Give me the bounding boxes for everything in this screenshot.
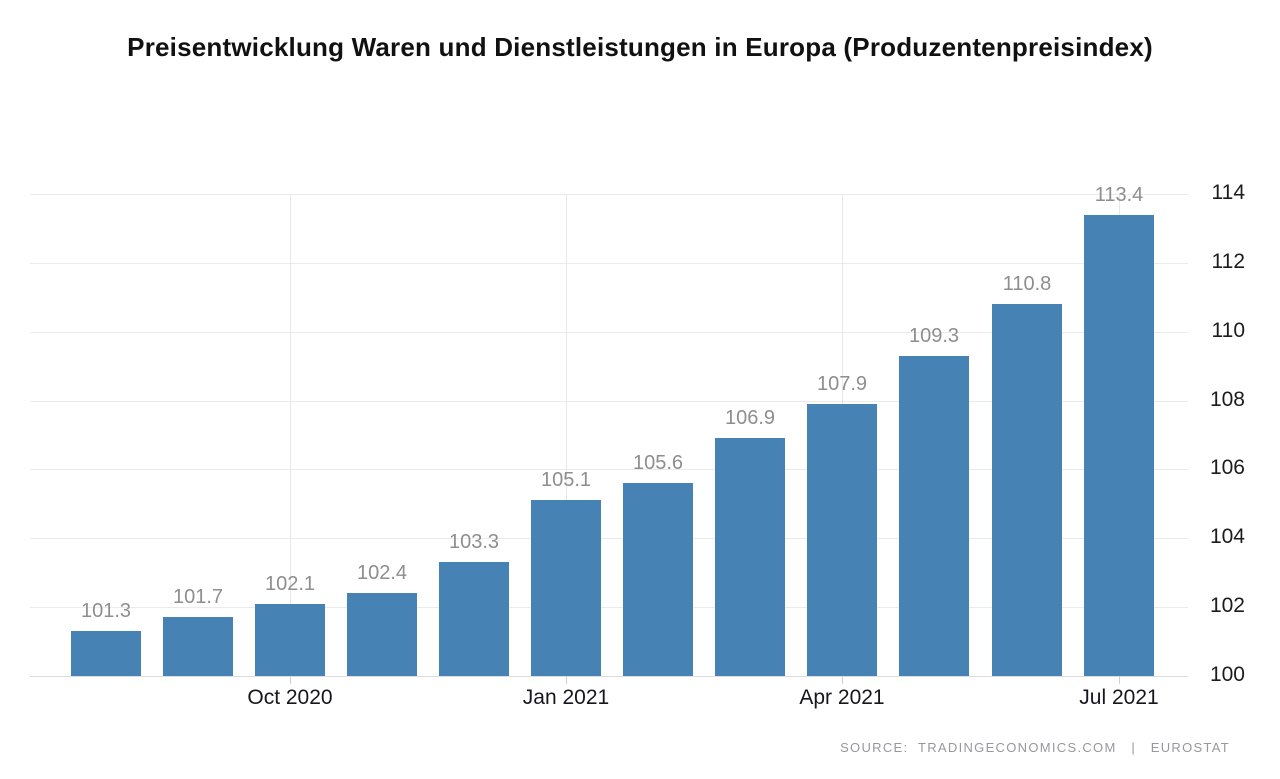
x-axis-tick (842, 676, 843, 684)
y-gridline (30, 401, 1188, 402)
bar-value-label: 102.4 (356, 562, 408, 584)
bar-Sep 2020 (163, 617, 233, 676)
bar-value-label: 109.3 (908, 325, 960, 347)
y-axis-tick-label: 112 (1211, 250, 1245, 273)
bar-Apr 2021 (807, 404, 877, 676)
x-axis-tick-label: Jan 2021 (522, 686, 610, 709)
y-gridline (30, 607, 1188, 608)
y-gridline (30, 469, 1188, 470)
bar-value-label: 106.9 (724, 407, 776, 429)
source-attribution: SOURCE: TRADINGECONOMICS.COM | EUROSTAT (840, 740, 1230, 755)
bar-value-label: 102.1 (264, 573, 316, 595)
y-axis-tick-label: 110 (1211, 319, 1245, 342)
x-axis-tick (290, 676, 291, 684)
bar-Dec 2020 (439, 562, 509, 676)
bar-value-label: 103.3 (448, 531, 500, 553)
bar-Feb 2021 (623, 483, 693, 676)
y-axis-tick-label: 104 (1209, 525, 1245, 548)
bar-value-label: 105.6 (632, 452, 684, 474)
y-gridline (30, 676, 1188, 677)
bar-Nov 2020 (347, 593, 417, 676)
y-gridline (30, 538, 1188, 539)
bar-Jun 2021 (992, 304, 1062, 676)
y-gridline (30, 194, 1188, 195)
y-gridline (30, 263, 1188, 264)
bar-Mar 2021 (715, 438, 785, 676)
bar-value-label: 107.9 (816, 373, 868, 395)
bar-Oct 2020 (255, 604, 325, 676)
x-axis-tick-label: Oct 2020 (247, 686, 333, 709)
bar-Jan 2021 (531, 500, 601, 676)
y-axis-tick-label: 102 (1209, 594, 1245, 617)
x-axis-tick-label: Apr 2021 (799, 686, 885, 709)
y-axis-tick-label: 100 (1209, 663, 1245, 686)
bar-value-label: 101.3 (80, 600, 132, 622)
bar-Aug 2020 (71, 631, 141, 676)
x-gridline (290, 194, 291, 676)
x-gridline (566, 194, 567, 676)
bar-value-label: 113.4 (1094, 184, 1144, 206)
y-gridline (30, 332, 1188, 333)
bar-value-label: 105.1 (540, 469, 592, 491)
x-axis-tick-label: Jul 2021 (1079, 686, 1159, 709)
bar-value-label: 110.8 (1002, 273, 1052, 295)
y-axis-tick-label: 108 (1209, 388, 1245, 411)
y-axis-tick-label: 106 (1209, 456, 1245, 479)
x-axis-tick (566, 676, 567, 684)
bar-Jul 2021 (1084, 215, 1154, 676)
y-axis-tick-label: 114 (1211, 181, 1245, 204)
bar-value-label: 101.7 (172, 586, 224, 608)
x-axis-tick (1119, 676, 1120, 684)
chart-title: Preisentwicklung Waren und Dienstleistun… (127, 32, 1153, 62)
bar-May 2021 (899, 356, 969, 676)
